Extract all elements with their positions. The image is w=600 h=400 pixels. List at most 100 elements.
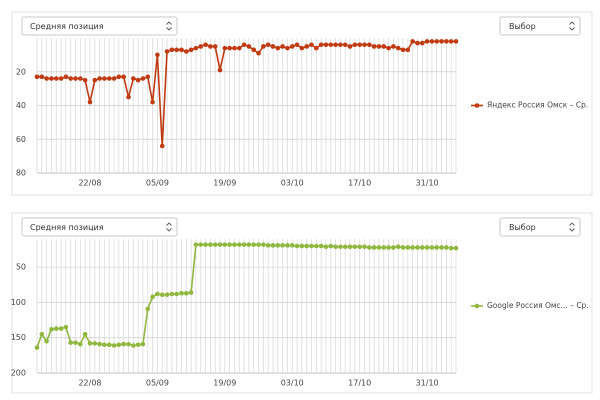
data-point — [352, 244, 358, 250]
data-point — [381, 44, 387, 49]
data-point — [183, 49, 189, 54]
x-tick-label: 22/08 — [78, 179, 101, 188]
data-point — [155, 52, 160, 58]
data-point — [198, 242, 204, 247]
data-point — [49, 326, 54, 332]
data-point — [179, 47, 184, 53]
data-point — [102, 342, 107, 348]
data-point — [376, 245, 382, 250]
series-line — [37, 40, 456, 147]
data-point — [73, 340, 78, 345]
data-point — [275, 243, 281, 248]
data-point — [415, 245, 420, 250]
data-point — [439, 39, 444, 44]
data-point — [236, 242, 242, 247]
data-point — [217, 67, 223, 73]
data-point — [159, 292, 165, 298]
data-point — [164, 292, 170, 298]
data-point — [367, 42, 372, 48]
metric-dropdown[interactable]: Средняя позиция — [21, 16, 178, 36]
data-point — [174, 291, 179, 297]
data-point — [323, 244, 329, 250]
data-point — [63, 324, 69, 330]
data-point — [338, 42, 343, 48]
data-point — [299, 45, 305, 51]
data-point — [140, 341, 146, 347]
x-tick-label: 19/09 — [213, 179, 236, 188]
data-point — [241, 42, 247, 48]
data-point — [338, 244, 343, 250]
data-point — [294, 42, 300, 48]
data-point — [357, 42, 362, 48]
data-point — [439, 245, 444, 250]
data-point — [352, 42, 358, 48]
select-dropdown[interactable]: Выбор — [499, 16, 581, 36]
data-point — [448, 39, 454, 44]
data-point — [145, 74, 151, 80]
data-point — [82, 331, 88, 337]
data-point — [227, 242, 232, 247]
data-point — [429, 39, 435, 44]
data-point — [49, 76, 54, 81]
data-point — [251, 242, 257, 247]
x-tick-label: 19/09 — [213, 379, 236, 388]
data-point — [289, 243, 295, 248]
data-point — [453, 245, 459, 251]
x-tick-label: 03/10 — [281, 179, 304, 188]
data-point — [347, 244, 353, 250]
select-dropdown[interactable]: Выбор — [499, 217, 581, 237]
data-point — [405, 245, 411, 250]
data-point — [246, 242, 252, 247]
data-point — [87, 341, 93, 346]
data-point — [222, 242, 228, 247]
dropdown-arrows — [569, 21, 575, 31]
dropdown-label: Выбор — [509, 223, 536, 232]
data-point — [419, 245, 425, 250]
data-point — [193, 242, 199, 247]
data-point — [68, 76, 74, 81]
data-point — [256, 50, 261, 56]
data-point — [111, 76, 117, 81]
legend-label: Google Россия Омс... – Ср. — [487, 301, 589, 310]
data-point — [39, 74, 45, 80]
data-point — [256, 242, 261, 247]
data-point — [285, 243, 290, 248]
data-point — [78, 341, 83, 347]
data-point — [400, 245, 406, 250]
data-point — [97, 341, 102, 347]
data-point — [131, 76, 136, 81]
dropdown-label: Средняя позиция — [30, 223, 104, 232]
data-point — [102, 76, 107, 81]
data-point — [198, 44, 204, 49]
data-point — [314, 243, 319, 249]
data-point — [145, 306, 151, 312]
dropdown-box — [21, 16, 178, 36]
data-point — [44, 338, 49, 344]
data-point — [395, 45, 401, 51]
data-point — [150, 294, 155, 300]
data-point — [444, 245, 449, 250]
data-point — [381, 245, 387, 250]
data-point — [400, 47, 406, 53]
metric-dropdown[interactable]: Средняя позиция — [21, 217, 178, 237]
data-point — [164, 49, 170, 54]
data-point — [386, 245, 391, 250]
data-point — [188, 47, 194, 53]
data-point — [203, 42, 208, 48]
data-point — [78, 76, 83, 81]
data-point — [34, 345, 40, 350]
data-point — [342, 42, 348, 48]
data-point — [299, 243, 305, 249]
data-point — [376, 44, 382, 49]
data-point — [208, 242, 213, 247]
data-point — [357, 244, 362, 250]
data-point — [444, 39, 449, 44]
data-point — [106, 342, 112, 348]
data-point — [39, 331, 45, 337]
data-point — [212, 44, 218, 49]
data-point — [270, 44, 276, 49]
data-point — [410, 39, 415, 44]
legend-marker — [474, 303, 480, 309]
data-point — [367, 245, 372, 250]
data-point — [212, 242, 218, 247]
